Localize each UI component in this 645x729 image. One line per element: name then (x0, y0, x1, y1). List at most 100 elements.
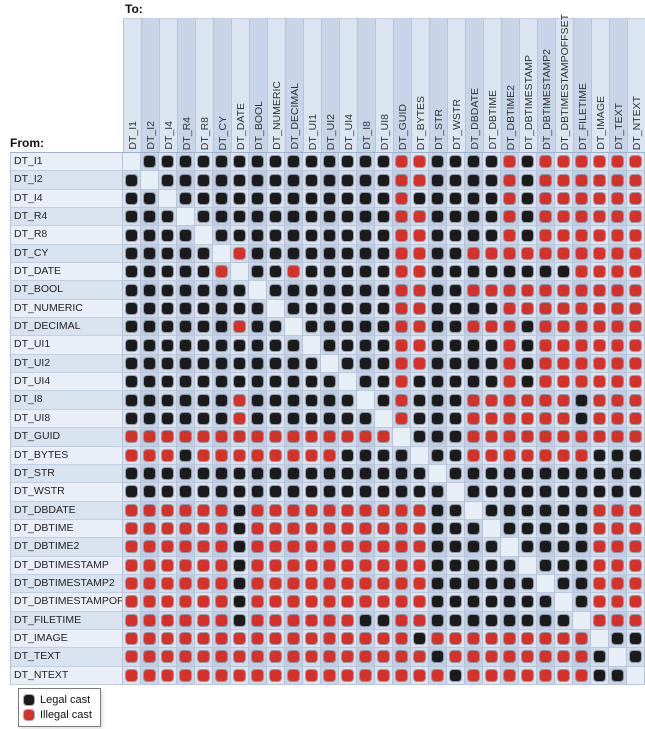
illegal-cast-dot (432, 633, 443, 645)
legal-cast-dot (324, 321, 335, 333)
matrix-cell (609, 299, 627, 319)
illegal-cast-dot (612, 412, 623, 424)
matrix-cell (303, 373, 321, 392)
matrix-cell (447, 299, 465, 319)
col-header: DT_TEXT (610, 19, 628, 153)
legal-cast-dot (126, 284, 137, 296)
matrix-cell (465, 666, 483, 685)
matrix-cell (537, 483, 555, 502)
legal-cast-dot (180, 229, 191, 241)
illegal-cast-dot (450, 633, 461, 645)
legal-cast-dot (432, 596, 443, 608)
col-header-label: DT_FILETIME (576, 82, 589, 150)
matrix-cell (393, 593, 411, 612)
matrix-cell (213, 629, 231, 649)
matrix-cell (177, 373, 195, 392)
illegal-cast-dot (558, 192, 569, 204)
legal-cast-dot (576, 504, 587, 516)
matrix-cell (429, 629, 447, 649)
illegal-cast-dot (414, 669, 425, 681)
matrix-cell (141, 538, 159, 557)
illegal-cast-dot (414, 302, 425, 314)
legal-cast-dot (450, 449, 461, 461)
matrix-cell (501, 666, 519, 685)
matrix-cell (411, 299, 429, 319)
matrix-cell (609, 244, 627, 264)
matrix-cell (393, 428, 411, 447)
illegal-cast-dot (252, 559, 263, 571)
matrix-cell (375, 501, 393, 520)
legal-cast-dot (162, 266, 173, 278)
col-header: DT_DATE (232, 19, 250, 153)
illegal-cast-dot (144, 651, 155, 663)
matrix-cell (231, 593, 249, 612)
illegal-cast-dot (306, 633, 317, 645)
legal-cast-dot (342, 247, 353, 259)
matrix-cell (339, 446, 357, 465)
matrix-cell (429, 501, 447, 520)
matrix-cell (231, 171, 249, 190)
matrix-cell (501, 281, 519, 300)
legal-cast-dot (558, 468, 569, 480)
matrix-cell (537, 574, 555, 594)
matrix-cell (285, 373, 303, 392)
matrix-cell (177, 501, 195, 520)
matrix-cell (267, 226, 285, 245)
illegal-cast-dot (180, 504, 191, 516)
legal-cast-dot (234, 559, 245, 571)
legal-cast-dot (522, 614, 533, 626)
legal-cast-dot (432, 266, 443, 278)
matrix-cell (213, 483, 231, 502)
illegal-cast-dot (558, 376, 569, 388)
matrix-cell (573, 593, 591, 612)
matrix-cell (285, 336, 303, 355)
illegal-cast-dot (414, 156, 425, 168)
legal-cast-dot (162, 468, 173, 480)
legal-cast-dot (540, 468, 551, 480)
legal-cast-dot (342, 486, 353, 498)
legal-cast-dot (216, 321, 227, 333)
matrix-cell (123, 446, 141, 465)
matrix-cell (141, 593, 159, 612)
legal-cast-dot (216, 211, 227, 223)
matrix-cell (429, 666, 447, 685)
matrix-cell (573, 354, 591, 374)
matrix-cell (447, 226, 465, 245)
matrix-cell (141, 391, 159, 410)
legal-cast-dot (540, 486, 551, 498)
legal-cast-dot (252, 156, 263, 168)
matrix-cell (555, 428, 573, 447)
matrix-cell (249, 244, 267, 264)
matrix-cell (447, 336, 465, 355)
legend-item-legal: Legal cast (24, 692, 92, 707)
legal-cast-dot (540, 541, 551, 553)
matrix-cell (159, 244, 177, 264)
matrix-cell (267, 281, 285, 300)
illegal-cast-dot (360, 578, 371, 590)
legal-cast-dot (180, 302, 191, 314)
matrix-cell (195, 574, 213, 594)
matrix-cell (609, 483, 627, 502)
matrix-cell (591, 648, 609, 667)
illegal-cast-dot (558, 284, 569, 296)
legal-cast-dot (468, 596, 479, 608)
matrix-cell (411, 409, 429, 429)
matrix-cell (447, 263, 465, 282)
matrix-cell (249, 226, 267, 245)
illegal-cast-dot (198, 449, 209, 461)
matrix-row: DT_I2 (10, 171, 645, 190)
col-header: DT_DBDATE (466, 19, 484, 153)
matrix-cell (213, 299, 231, 319)
matrix-row: DT_DBTIME (10, 519, 645, 539)
matrix-cell (609, 208, 627, 227)
illegal-cast-dot (306, 449, 317, 461)
matrix-row: DT_R8 (10, 226, 645, 245)
illegal-cast-dot (288, 633, 299, 645)
matrix-cell (339, 648, 357, 667)
matrix-cell (231, 648, 249, 667)
matrix-cell (267, 318, 285, 337)
row-label: DT_WSTR (10, 483, 123, 502)
legal-cast-dot (468, 614, 479, 626)
matrix-cell (411, 281, 429, 300)
illegal-cast-dot (414, 357, 425, 369)
